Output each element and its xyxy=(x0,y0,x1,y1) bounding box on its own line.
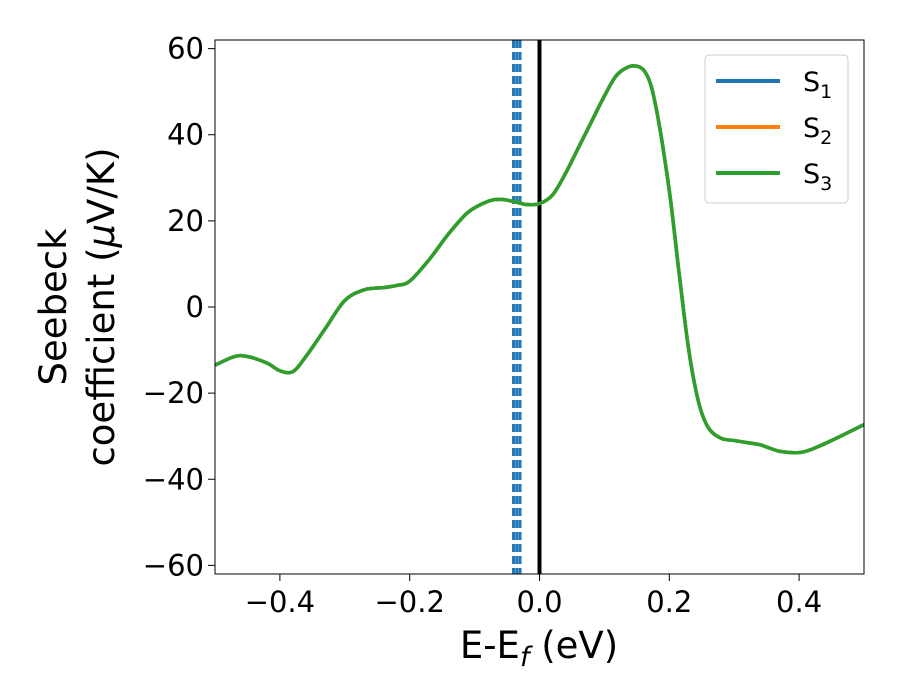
y-tick-label: 60 xyxy=(167,32,204,66)
x-tick-label: −0.4 xyxy=(245,585,315,619)
series-line-s3 xyxy=(215,64,864,455)
legend-label-s1: S1 xyxy=(803,67,832,103)
x-tick-label: −0.2 xyxy=(374,585,444,619)
legend: S1 S2 S3 xyxy=(704,54,849,204)
y-tick-label: −40 xyxy=(143,462,204,496)
legend-label-s2: S2 xyxy=(803,113,832,149)
y-tick-label: 40 xyxy=(167,118,204,152)
x-tick-label: 0.4 xyxy=(776,585,822,619)
y-tick-label: −60 xyxy=(143,548,204,582)
y-tick-label: 20 xyxy=(167,204,204,238)
x-axis-label: E-Ef (eV) xyxy=(460,624,618,673)
y-axis-label-line1: Seebeck xyxy=(32,228,75,386)
x-tick-label: 0.2 xyxy=(646,585,692,619)
x-tick-label: 0.0 xyxy=(516,585,562,619)
y-axis-label-line2: coefficient (μV/K) xyxy=(80,147,123,466)
legend-label-s3: S3 xyxy=(803,159,832,195)
y-tick-label: −20 xyxy=(143,376,204,410)
y-tick-label: 0 xyxy=(186,290,204,324)
